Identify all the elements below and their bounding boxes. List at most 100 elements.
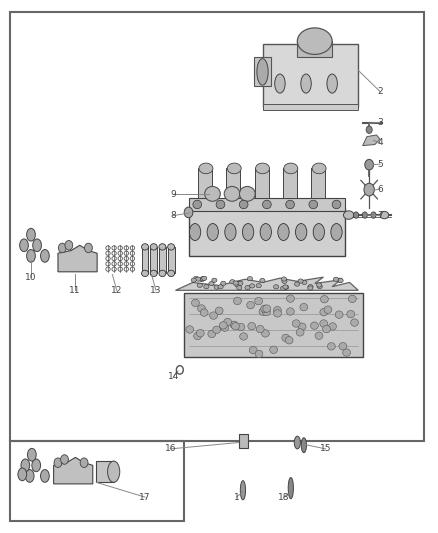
Ellipse shape [280, 286, 286, 290]
Ellipse shape [238, 281, 243, 285]
Ellipse shape [159, 244, 166, 250]
Ellipse shape [255, 350, 263, 358]
Ellipse shape [213, 326, 221, 334]
Ellipse shape [335, 311, 343, 318]
Text: 13: 13 [150, 286, 162, 295]
Ellipse shape [380, 212, 389, 219]
Text: 12: 12 [111, 286, 122, 295]
Ellipse shape [248, 322, 256, 330]
Ellipse shape [20, 239, 28, 252]
Ellipse shape [247, 277, 253, 281]
Polygon shape [363, 135, 380, 146]
Ellipse shape [308, 286, 313, 290]
Ellipse shape [195, 277, 201, 281]
Ellipse shape [240, 187, 255, 201]
Ellipse shape [297, 28, 332, 54]
Ellipse shape [317, 283, 322, 287]
Ellipse shape [141, 244, 148, 250]
Ellipse shape [261, 330, 269, 337]
Text: 2: 2 [377, 87, 383, 96]
Ellipse shape [186, 326, 194, 333]
Ellipse shape [191, 278, 196, 282]
Ellipse shape [263, 305, 271, 312]
Bar [168, 247, 175, 273]
Ellipse shape [283, 285, 288, 289]
Ellipse shape [200, 309, 208, 316]
Ellipse shape [191, 299, 199, 306]
Ellipse shape [343, 349, 350, 356]
Ellipse shape [214, 285, 219, 289]
Bar [96, 461, 114, 482]
Ellipse shape [199, 163, 213, 174]
Ellipse shape [208, 330, 215, 338]
Ellipse shape [41, 470, 49, 482]
Ellipse shape [18, 468, 27, 481]
Bar [184, 293, 363, 357]
Ellipse shape [159, 270, 166, 277]
Text: 11: 11 [69, 286, 80, 295]
Ellipse shape [315, 332, 323, 340]
Ellipse shape [324, 306, 332, 313]
Ellipse shape [41, 249, 49, 262]
Ellipse shape [168, 270, 175, 277]
Ellipse shape [243, 223, 254, 240]
Text: 3: 3 [377, 118, 383, 127]
Bar [262, 44, 358, 108]
Ellipse shape [294, 436, 300, 449]
Ellipse shape [347, 310, 355, 318]
Text: 10: 10 [25, 272, 37, 281]
Ellipse shape [371, 212, 376, 218]
Polygon shape [176, 277, 358, 290]
Ellipse shape [21, 459, 30, 472]
Ellipse shape [286, 200, 294, 209]
Ellipse shape [302, 280, 307, 285]
Ellipse shape [328, 343, 335, 350]
Ellipse shape [249, 346, 257, 354]
Ellipse shape [215, 307, 223, 314]
Ellipse shape [230, 321, 238, 328]
Ellipse shape [338, 278, 343, 282]
Ellipse shape [237, 324, 245, 330]
Ellipse shape [274, 310, 282, 317]
Ellipse shape [331, 223, 342, 240]
Ellipse shape [28, 448, 36, 461]
Ellipse shape [362, 212, 367, 218]
Ellipse shape [301, 438, 307, 453]
Ellipse shape [270, 346, 278, 353]
Polygon shape [53, 457, 93, 484]
Ellipse shape [348, 295, 356, 303]
Ellipse shape [58, 243, 66, 253]
Ellipse shape [219, 321, 227, 329]
Ellipse shape [209, 281, 214, 286]
Ellipse shape [273, 306, 281, 314]
Ellipse shape [237, 286, 242, 290]
Ellipse shape [184, 207, 193, 217]
Ellipse shape [259, 308, 267, 316]
Ellipse shape [218, 285, 223, 289]
Ellipse shape [278, 223, 289, 240]
Ellipse shape [25, 470, 34, 482]
Ellipse shape [250, 284, 255, 288]
Ellipse shape [196, 329, 204, 337]
Ellipse shape [240, 481, 246, 500]
Text: 5: 5 [377, 160, 383, 168]
Ellipse shape [337, 278, 343, 282]
Bar [311, 168, 325, 198]
Ellipse shape [224, 318, 232, 326]
Ellipse shape [245, 285, 250, 289]
Ellipse shape [296, 329, 304, 336]
Ellipse shape [284, 163, 298, 174]
Ellipse shape [260, 223, 272, 240]
Text: 17: 17 [139, 492, 151, 502]
Ellipse shape [239, 200, 248, 209]
Ellipse shape [343, 211, 354, 219]
Ellipse shape [235, 283, 240, 287]
Bar [283, 168, 297, 198]
Ellipse shape [261, 305, 268, 312]
Ellipse shape [65, 240, 73, 250]
Ellipse shape [321, 295, 328, 303]
Ellipse shape [168, 244, 175, 250]
Ellipse shape [54, 458, 62, 467]
Ellipse shape [227, 163, 241, 174]
Ellipse shape [60, 455, 68, 464]
